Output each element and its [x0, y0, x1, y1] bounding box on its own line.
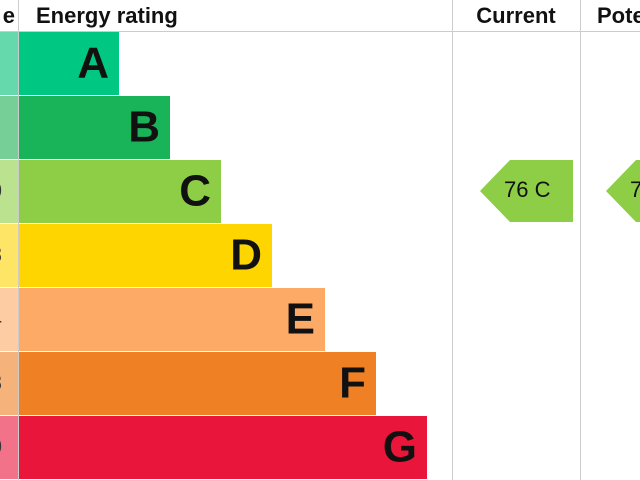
score-cell — [0, 416, 18, 479]
current-label: 76 C — [504, 177, 551, 202]
rating-bar — [19, 32, 119, 95]
rating-letter: E — [286, 295, 315, 344]
rating-bar — [19, 352, 376, 415]
potential-header: Pote — [597, 3, 640, 28]
rating-letter: A — [77, 39, 109, 88]
potential-label: 7 — [630, 177, 640, 202]
score-label: 8 — [0, 370, 2, 395]
rating-bar — [19, 96, 170, 159]
rating-letter: C — [179, 167, 211, 216]
rating-letter: G — [383, 423, 417, 472]
score-cell — [0, 352, 18, 415]
rating-bar — [19, 224, 272, 287]
potential-arrow — [606, 160, 640, 222]
score-header: e — [3, 3, 15, 28]
score-label: 0 — [0, 434, 2, 459]
score-cell — [0, 32, 18, 95]
score-cell — [0, 224, 18, 287]
score-label: 4 — [0, 306, 2, 331]
score-label: 8 — [0, 242, 2, 267]
score-label: 0 — [0, 178, 2, 203]
rating-letter: D — [230, 231, 262, 280]
score-cell — [0, 288, 18, 351]
rating-bar — [19, 288, 325, 351]
rating-bar — [19, 416, 427, 479]
rating-letter: B — [128, 103, 160, 152]
rating-bar — [19, 160, 221, 223]
score-cell — [0, 96, 18, 159]
current-header: Current — [476, 3, 556, 28]
score-cell — [0, 160, 18, 223]
rating-header: Energy rating — [36, 3, 178, 28]
rating-letter: F — [339, 359, 366, 408]
current-arrow — [480, 160, 573, 222]
